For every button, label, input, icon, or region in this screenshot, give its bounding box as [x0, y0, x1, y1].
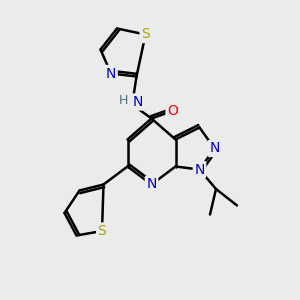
Text: S: S [98, 224, 106, 238]
Text: N: N [106, 67, 116, 80]
Text: N: N [132, 95, 142, 109]
Text: O: O [167, 104, 178, 118]
Text: N: N [194, 163, 205, 176]
Text: H: H [119, 94, 128, 107]
Text: N: N [209, 142, 220, 155]
Text: N: N [146, 178, 157, 191]
Text: S: S [141, 28, 150, 41]
